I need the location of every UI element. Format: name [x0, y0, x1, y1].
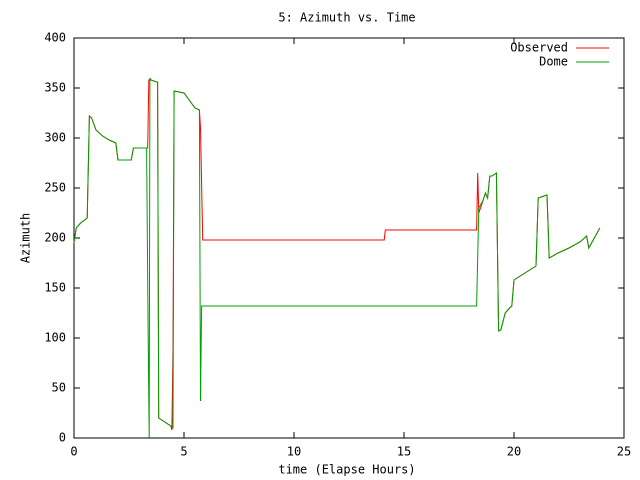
y-tick-label: 350: [44, 81, 66, 95]
x-tick-label: 15: [397, 445, 411, 459]
x-tick-label: 25: [617, 445, 631, 459]
plot-border: [73, 37, 625, 439]
x-axis-label: time (Elapse Hours): [278, 463, 415, 477]
y-tick-label: 0: [59, 431, 66, 445]
y-tick-label: 100: [44, 331, 66, 345]
y-axis-label: Azimuth: [19, 213, 33, 264]
x-tick-label: 0: [70, 445, 77, 459]
y-tick-label: 400: [44, 31, 66, 45]
legend-label: Observed: [510, 41, 568, 55]
data-line: [73, 77, 601, 439]
data-line: [73, 79, 601, 431]
legend-label: Dome: [539, 55, 568, 69]
x-tick-label: 5: [180, 445, 187, 459]
y-tick-label: 150: [44, 281, 66, 295]
y-tick-label: 250: [44, 181, 66, 195]
x-tick-label: 20: [507, 445, 521, 459]
chart-title: 5: Azimuth vs. Time: [278, 11, 415, 25]
x-tick-label: 10: [287, 445, 301, 459]
y-tick-label: 200: [44, 231, 66, 245]
y-tick-label: 300: [44, 131, 66, 145]
y-tick-label: 50: [52, 381, 66, 395]
